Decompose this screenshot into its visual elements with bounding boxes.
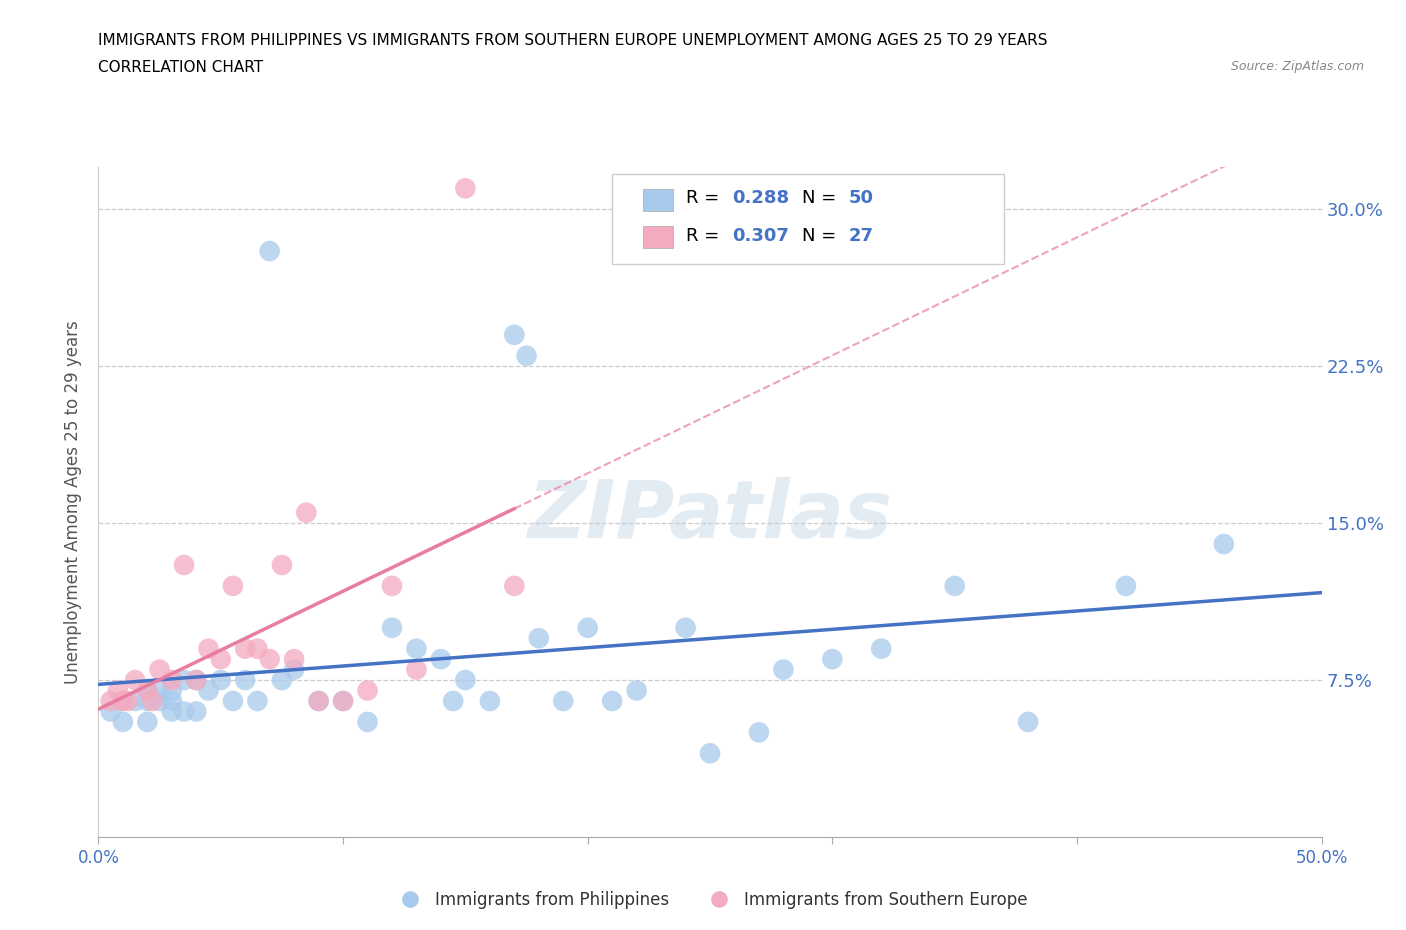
Text: R =: R = [686, 227, 724, 245]
Text: ZIPatlas: ZIPatlas [527, 476, 893, 554]
Point [149, 694, 172, 709]
Text: N =: N = [801, 227, 842, 245]
Point [356, 683, 378, 698]
Point [141, 694, 163, 709]
Point [626, 683, 648, 698]
Bar [643, 226, 673, 247]
Point [149, 683, 172, 698]
Point [821, 652, 844, 667]
Point [160, 694, 183, 709]
Point [136, 683, 159, 698]
Point [149, 662, 172, 677]
Point [100, 704, 122, 719]
Point [356, 714, 378, 729]
Point [699, 746, 721, 761]
Point [943, 578, 966, 593]
Point [308, 694, 330, 709]
Point [124, 672, 146, 687]
Text: 0.307: 0.307 [733, 227, 789, 245]
Point [332, 694, 354, 709]
Point [111, 714, 134, 729]
Point [1017, 714, 1039, 729]
Point [136, 694, 159, 709]
Point [441, 694, 464, 709]
Point [308, 694, 330, 709]
Point [675, 620, 697, 635]
Point [270, 672, 294, 687]
Text: 27: 27 [848, 227, 873, 245]
Point [259, 652, 281, 667]
Point [100, 694, 122, 709]
Point [332, 694, 354, 709]
Point [124, 694, 146, 709]
Point [197, 683, 219, 698]
Point [1115, 578, 1137, 593]
Legend: Immigrants from Philippines, Immigrants from Southern Europe: Immigrants from Philippines, Immigrants … [387, 884, 1033, 916]
Point [222, 694, 245, 709]
Point [173, 704, 195, 719]
Point [186, 704, 208, 719]
Text: Source: ZipAtlas.com: Source: ZipAtlas.com [1230, 60, 1364, 73]
Text: 50: 50 [848, 189, 873, 206]
Point [136, 714, 159, 729]
Point [576, 620, 599, 635]
Point [1212, 537, 1234, 551]
Point [270, 558, 294, 573]
Point [405, 662, 427, 677]
FancyBboxPatch shape [612, 174, 1004, 264]
Point [515, 349, 537, 364]
Point [222, 578, 245, 593]
Point [209, 672, 232, 687]
Point [160, 683, 183, 698]
Point [107, 683, 129, 698]
Point [117, 694, 139, 709]
Text: IMMIGRANTS FROM PHILIPPINES VS IMMIGRANTS FROM SOUTHERN EUROPE UNEMPLOYMENT AMON: IMMIGRANTS FROM PHILIPPINES VS IMMIGRANT… [98, 33, 1047, 47]
Text: R =: R = [686, 189, 724, 206]
Point [186, 672, 208, 687]
Point [503, 578, 526, 593]
Text: CORRELATION CHART: CORRELATION CHART [98, 60, 263, 75]
Point [748, 725, 770, 740]
Point [259, 244, 281, 259]
Point [454, 672, 477, 687]
Point [111, 694, 134, 709]
Point [283, 662, 305, 677]
Point [430, 652, 453, 667]
Point [233, 642, 256, 657]
Point [173, 672, 195, 687]
Point [246, 694, 269, 709]
Point [160, 704, 183, 719]
Point [186, 672, 208, 687]
Text: N =: N = [801, 189, 842, 206]
Point [295, 505, 318, 520]
Point [111, 694, 134, 709]
Point [503, 327, 526, 342]
Bar [643, 190, 673, 211]
Point [527, 631, 550, 645]
Y-axis label: Unemployment Among Ages 25 to 29 years: Unemployment Among Ages 25 to 29 years [65, 320, 83, 684]
Point [209, 652, 232, 667]
Point [772, 662, 794, 677]
Point [381, 620, 404, 635]
Point [405, 642, 427, 657]
Point [553, 694, 575, 709]
Point [233, 672, 256, 687]
Point [246, 642, 269, 657]
Point [283, 652, 305, 667]
Point [173, 558, 195, 573]
Text: 0.288: 0.288 [733, 189, 789, 206]
Point [381, 578, 404, 593]
Point [160, 672, 183, 687]
Point [136, 683, 159, 698]
Point [197, 642, 219, 657]
Point [870, 642, 893, 657]
Point [454, 181, 477, 196]
Point [600, 694, 623, 709]
Point [478, 694, 501, 709]
